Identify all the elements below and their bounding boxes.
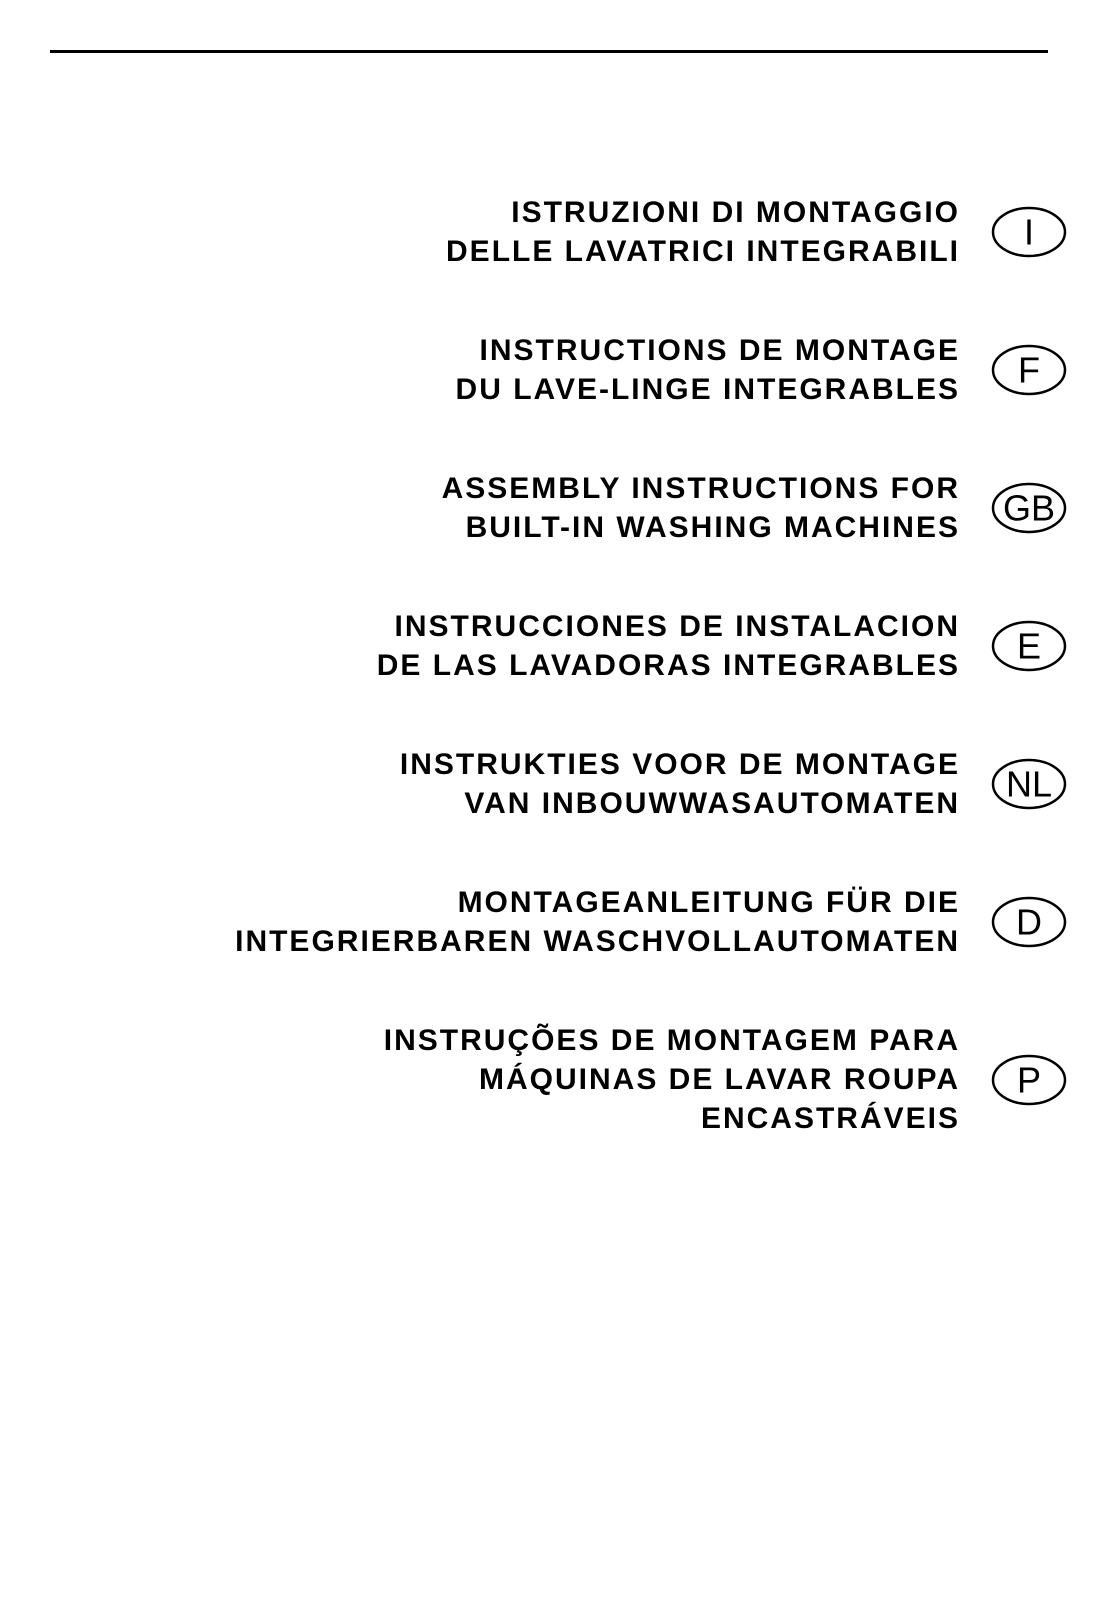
title-line: INSTRUCCIONES DE INSTALACION <box>377 607 960 646</box>
horizontal-rule <box>50 50 1048 53</box>
title-line: INSTRUÇÕES DE MONTAGEM PARA <box>384 1021 960 1060</box>
country-code-oval: GB <box>990 482 1068 534</box>
title-line: DE LAS LAVADORAS INTEGRABLES <box>377 646 960 685</box>
title-line: INSTRUCTIONS DE MONTAGE <box>456 331 960 370</box>
title-block: INSTRUCCIONES DE INSTALACIONDE LAS LAVAD… <box>377 607 960 685</box>
country-code-text: I <box>1024 212 1034 253</box>
title-line: DELLE LAVATRICI INTEGRABILI <box>446 232 960 271</box>
language-entry: INSTRUCTIONS DE MONTAGEDU LAVE-LINGE INT… <box>30 331 1068 409</box>
title-line: DU LAVE-LINGE INTEGRABLES <box>456 370 960 409</box>
title-block: INSTRUCTIONS DE MONTAGEDU LAVE-LINGE INT… <box>456 331 960 409</box>
country-code-text: NL <box>1006 764 1052 805</box>
title-block: ISTRUZIONI DI MONTAGGIODELLE LAVATRICI I… <box>446 193 960 271</box>
page-container: ISTRUZIONI DI MONTAGGIODELLE LAVATRICI I… <box>0 0 1118 1138</box>
country-code-oval: E <box>990 620 1068 672</box>
title-line: MÁQUINAS DE LAVAR ROUPA <box>384 1060 960 1099</box>
country-code-text: E <box>1017 626 1041 667</box>
country-code-oval: I <box>990 206 1068 258</box>
title-block: MONTAGEANLEITUNG FÜR DIEINTEGRIERBAREN W… <box>235 883 960 961</box>
country-code-oval: F <box>990 344 1068 396</box>
title-line: INSTRUKTIES VOOR DE MONTAGE <box>400 745 960 784</box>
language-entry: ASSEMBLY INSTRUCTIONS FORBUILT-IN WASHIN… <box>30 469 1068 547</box>
country-code-oval: D <box>990 896 1068 948</box>
title-line: INTEGRIERBAREN WASCHVOLLAUTOMATEN <box>235 922 960 961</box>
country-code-text: F <box>1018 350 1040 391</box>
title-block: ASSEMBLY INSTRUCTIONS FORBUILT-IN WASHIN… <box>442 469 960 547</box>
title-line: MONTAGEANLEITUNG FÜR DIE <box>235 883 960 922</box>
entries-list: ISTRUZIONI DI MONTAGGIODELLE LAVATRICI I… <box>30 193 1068 1138</box>
country-code-text: P <box>1017 1059 1041 1100</box>
title-block: INSTRUÇÕES DE MONTAGEM PARAMÁQUINAS DE L… <box>384 1021 960 1138</box>
country-code-oval: P <box>990 1054 1068 1106</box>
title-line: ENCASTRÁVEIS <box>384 1099 960 1138</box>
country-code-text: GB <box>1003 488 1055 529</box>
language-entry: INSTRUCCIONES DE INSTALACIONDE LAS LAVAD… <box>30 607 1068 685</box>
language-entry: ISTRUZIONI DI MONTAGGIODELLE LAVATRICI I… <box>30 193 1068 271</box>
country-code-oval: NL <box>990 758 1068 810</box>
title-line: ISTRUZIONI DI MONTAGGIO <box>446 193 960 232</box>
country-code-text: D <box>1016 902 1042 943</box>
title-line: BUILT-IN WASHING MACHINES <box>442 508 960 547</box>
language-entry: MONTAGEANLEITUNG FÜR DIEINTEGRIERBAREN W… <box>30 883 1068 961</box>
title-line: VAN INBOUWWASAUTOMATEN <box>400 784 960 823</box>
language-entry: INSTRUÇÕES DE MONTAGEM PARAMÁQUINAS DE L… <box>30 1021 1068 1138</box>
title-block: INSTRUKTIES VOOR DE MONTAGEVAN INBOUWWAS… <box>400 745 960 823</box>
language-entry: INSTRUKTIES VOOR DE MONTAGEVAN INBOUWWAS… <box>30 745 1068 823</box>
title-line: ASSEMBLY INSTRUCTIONS FOR <box>442 469 960 508</box>
